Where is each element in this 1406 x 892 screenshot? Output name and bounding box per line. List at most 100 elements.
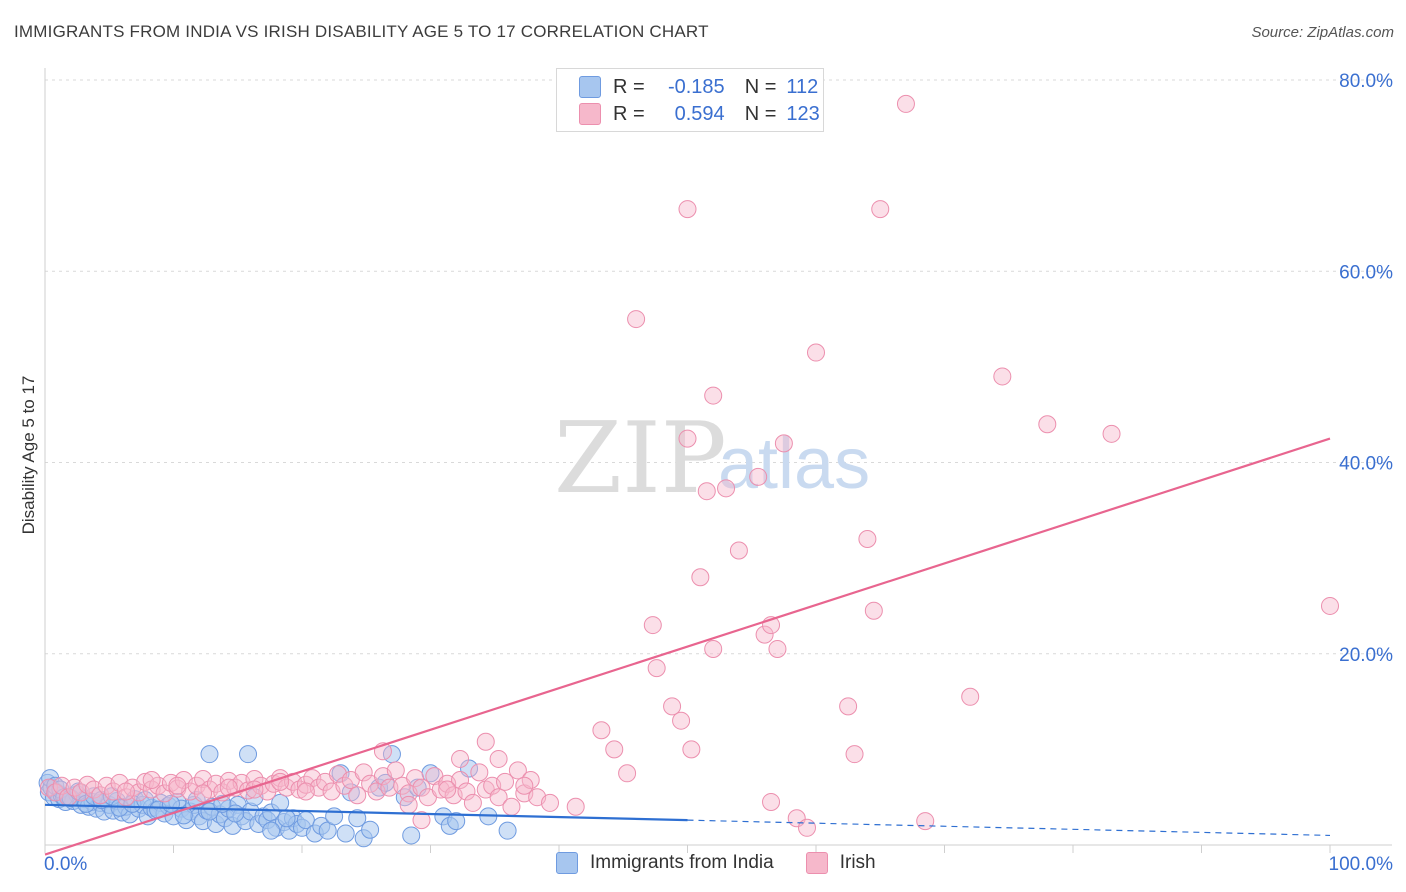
data-point-irish bbox=[412, 778, 431, 797]
legend-n-label: N = bbox=[744, 102, 777, 125]
y-tick-label: 80.0% bbox=[1339, 71, 1393, 92]
data-point-irish bbox=[386, 761, 405, 780]
y-axis-label: Disability Age 5 to 17 bbox=[19, 376, 38, 535]
correlation-legend: R = -0.185 N = 112 R = 0.594 N = 123 bbox=[556, 68, 824, 132]
data-point-irish bbox=[691, 568, 710, 587]
legend-swatch-india bbox=[556, 852, 578, 874]
trend-line-india bbox=[44, 803, 688, 822]
x-tick-label: 0.0% bbox=[44, 854, 87, 875]
data-point-irish bbox=[672, 711, 691, 730]
trend-lines bbox=[44, 437, 1331, 856]
series-legend: Immigrants from India Irish bbox=[556, 852, 908, 874]
legend-label-india: Immigrants from India bbox=[590, 852, 774, 873]
data-point-irish bbox=[142, 770, 161, 789]
y-tick-label: 40.0% bbox=[1339, 454, 1393, 475]
data-point-irish bbox=[451, 749, 470, 768]
legend-r-label: R = bbox=[613, 75, 645, 98]
data-point-india bbox=[136, 791, 155, 810]
data-point-irish bbox=[643, 616, 662, 635]
data-point-irish bbox=[961, 687, 980, 706]
series-immigrants-from-india-points bbox=[38, 745, 517, 848]
data-point-irish bbox=[194, 784, 213, 803]
data-point-irish bbox=[592, 721, 611, 740]
legend-item-india[interactable]: Immigrants from India bbox=[556, 852, 774, 874]
data-point-irish bbox=[774, 434, 793, 453]
source-label: Source: ZipAtlas.com bbox=[1251, 24, 1394, 41]
data-point-irish bbox=[457, 782, 476, 801]
legend-n-value-irish: 123 bbox=[786, 102, 820, 125]
data-point-india bbox=[262, 821, 281, 840]
data-point-irish bbox=[348, 786, 367, 805]
chart-title: IMMIGRANTS FROM INDIA VS IRISH DISABILIT… bbox=[14, 22, 709, 41]
data-point-irish bbox=[697, 482, 716, 501]
data-point-irish bbox=[296, 782, 315, 801]
legend-row-india: R = -0.185 N = 112 bbox=[579, 75, 818, 99]
data-point-irish bbox=[916, 812, 935, 831]
data-point-irish bbox=[762, 792, 781, 811]
data-point-india bbox=[325, 807, 344, 826]
data-point-india bbox=[361, 820, 380, 839]
data-point-irish bbox=[678, 429, 697, 448]
data-point-irish bbox=[412, 811, 431, 830]
legend-item-irish[interactable]: Irish bbox=[805, 852, 876, 874]
legend-swatch-india bbox=[579, 76, 601, 98]
data-point-irish bbox=[470, 763, 489, 782]
data-point-irish bbox=[647, 659, 666, 678]
data-point-india bbox=[336, 824, 355, 843]
legend-label-irish: Irish bbox=[839, 852, 876, 873]
data-point-irish bbox=[839, 697, 858, 716]
y-tick-label: 60.0% bbox=[1339, 262, 1393, 283]
watermark-zip: ZIP bbox=[554, 402, 727, 516]
data-point-irish bbox=[993, 367, 1012, 386]
legend-n-label: N = bbox=[744, 75, 777, 98]
data-point-irish bbox=[864, 601, 883, 620]
data-point-irish bbox=[807, 343, 825, 362]
data-point-india bbox=[498, 821, 517, 840]
watermark-atlas: atlas bbox=[718, 424, 870, 504]
data-point-irish bbox=[858, 530, 877, 548]
data-point-india bbox=[348, 809, 367, 828]
data-point-irish bbox=[168, 776, 187, 795]
data-point-irish bbox=[463, 793, 482, 812]
legend-swatch-irish bbox=[805, 852, 828, 874]
legend-r-value-irish: 0.594 bbox=[674, 102, 725, 125]
data-point-irish bbox=[682, 740, 701, 759]
data-point-irish bbox=[627, 310, 646, 329]
legend-n-value-india: 112 bbox=[786, 75, 819, 98]
data-point-irish bbox=[729, 541, 748, 560]
data-point-india bbox=[239, 745, 258, 764]
grid-lines bbox=[45, 79, 1392, 655]
data-point-irish bbox=[508, 761, 527, 780]
data-point-irish bbox=[1321, 596, 1339, 615]
data-point-irish bbox=[476, 732, 495, 751]
axes bbox=[44, 68, 1392, 853]
legend-r-value-india: -0.185 bbox=[667, 75, 725, 98]
data-point-irish bbox=[618, 764, 637, 783]
trend-line-india-extension bbox=[687, 819, 1331, 837]
data-point-irish bbox=[1102, 424, 1121, 443]
data-point-india bbox=[226, 804, 245, 823]
data-point-irish bbox=[871, 200, 890, 219]
data-point-india bbox=[277, 809, 296, 828]
data-point-irish bbox=[116, 782, 135, 801]
legend-r-label: R = bbox=[613, 102, 645, 125]
data-point-irish bbox=[489, 788, 508, 807]
watermark: ZIP atlas bbox=[554, 402, 870, 516]
data-point-irish bbox=[1038, 415, 1057, 434]
series-irish-points bbox=[39, 94, 1339, 837]
data-point-irish bbox=[704, 386, 723, 405]
tick-labels: 20.0% 40.0% 60.0% 80.0% 0.0% 100.0% bbox=[44, 71, 1393, 875]
data-point-irish bbox=[515, 776, 534, 795]
data-point-irish bbox=[438, 780, 457, 799]
data-point-irish bbox=[496, 772, 515, 791]
data-point-irish bbox=[704, 639, 723, 658]
data-point-irish bbox=[755, 625, 774, 644]
data-point-irish bbox=[354, 763, 373, 782]
data-point-india bbox=[200, 745, 219, 764]
data-point-irish bbox=[489, 749, 508, 768]
y-tick-label: 20.0% bbox=[1339, 645, 1393, 666]
data-point-irish bbox=[566, 797, 585, 816]
data-point-irish bbox=[798, 818, 817, 837]
data-point-irish bbox=[605, 740, 624, 759]
